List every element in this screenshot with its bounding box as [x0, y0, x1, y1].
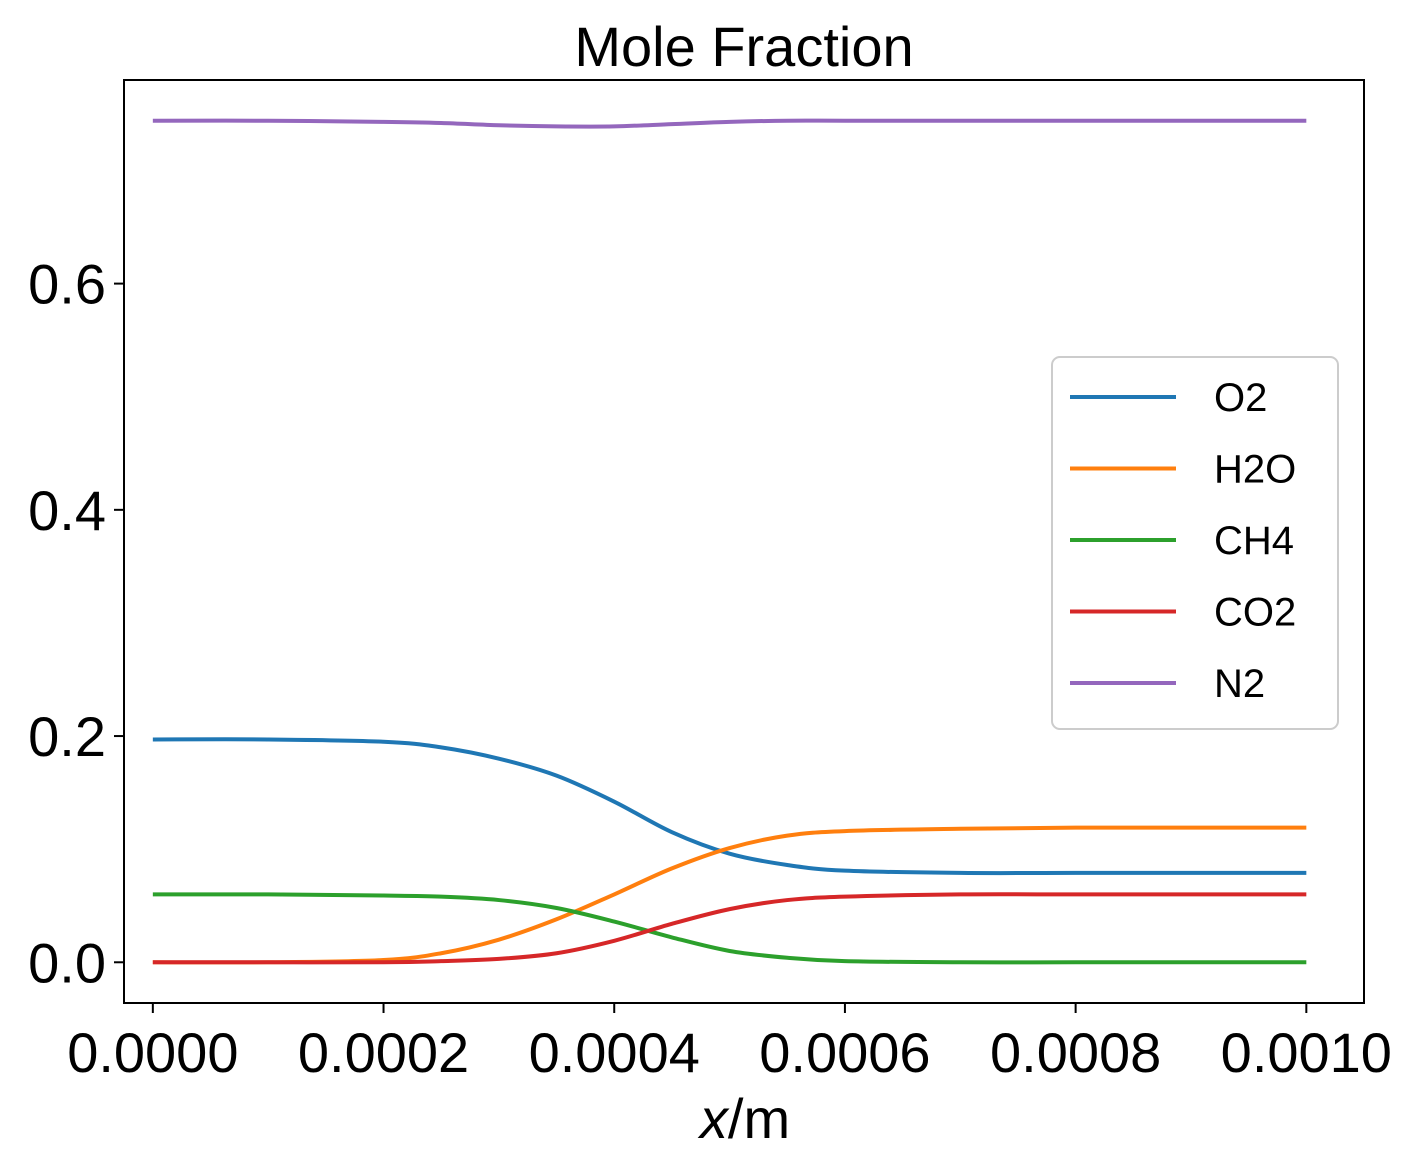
y-tick-label: 0.2: [28, 705, 106, 768]
series-line-h2o: [152, 825, 1307, 965]
x-tick-label: 0.0010: [1221, 1021, 1392, 1084]
legend-label: CH4: [1214, 519, 1294, 563]
x-axis-label-variable: x: [697, 1087, 730, 1150]
legend: O2 H2O CH4 CO2 N2: [1051, 356, 1339, 730]
plot-frame: [123, 79, 1365, 1004]
legend-box: [1051, 356, 1339, 730]
y-tick-label: 0.4: [28, 479, 106, 542]
series-line-n2: [152, 118, 1307, 129]
x-tick-label: 0.0000: [67, 1021, 238, 1084]
legend-label: CO2: [1214, 591, 1296, 635]
x-axis-label-unit: /m: [728, 1087, 790, 1150]
series-line-o2: [152, 737, 1307, 876]
legend-label: H2O: [1214, 448, 1296, 492]
x-axis: 0.0000 0.0002 0.0004 0.0006 0.0008 0.0010: [67, 1003, 1392, 1084]
y-tick-label: 0.6: [28, 253, 106, 316]
x-tick-label: 0.0002: [298, 1021, 469, 1084]
x-tick-label: 0.0004: [529, 1021, 700, 1084]
y-tick-label: 0.0: [28, 931, 106, 994]
series-line-co2: [152, 892, 1307, 965]
y-axis: 0.0 0.2 0.4 0.6: [28, 253, 124, 994]
series-lines: [152, 118, 1307, 965]
series-line-ch4: [152, 892, 1307, 965]
x-tick-label: 0.0006: [759, 1021, 930, 1084]
x-tick-label: 0.0008: [990, 1021, 1161, 1084]
x-axis-label: x/m: [697, 1087, 790, 1150]
legend-label: N2: [1214, 662, 1265, 706]
chart-title: Mole Fraction: [574, 15, 913, 78]
legend-label: O2: [1214, 376, 1267, 420]
